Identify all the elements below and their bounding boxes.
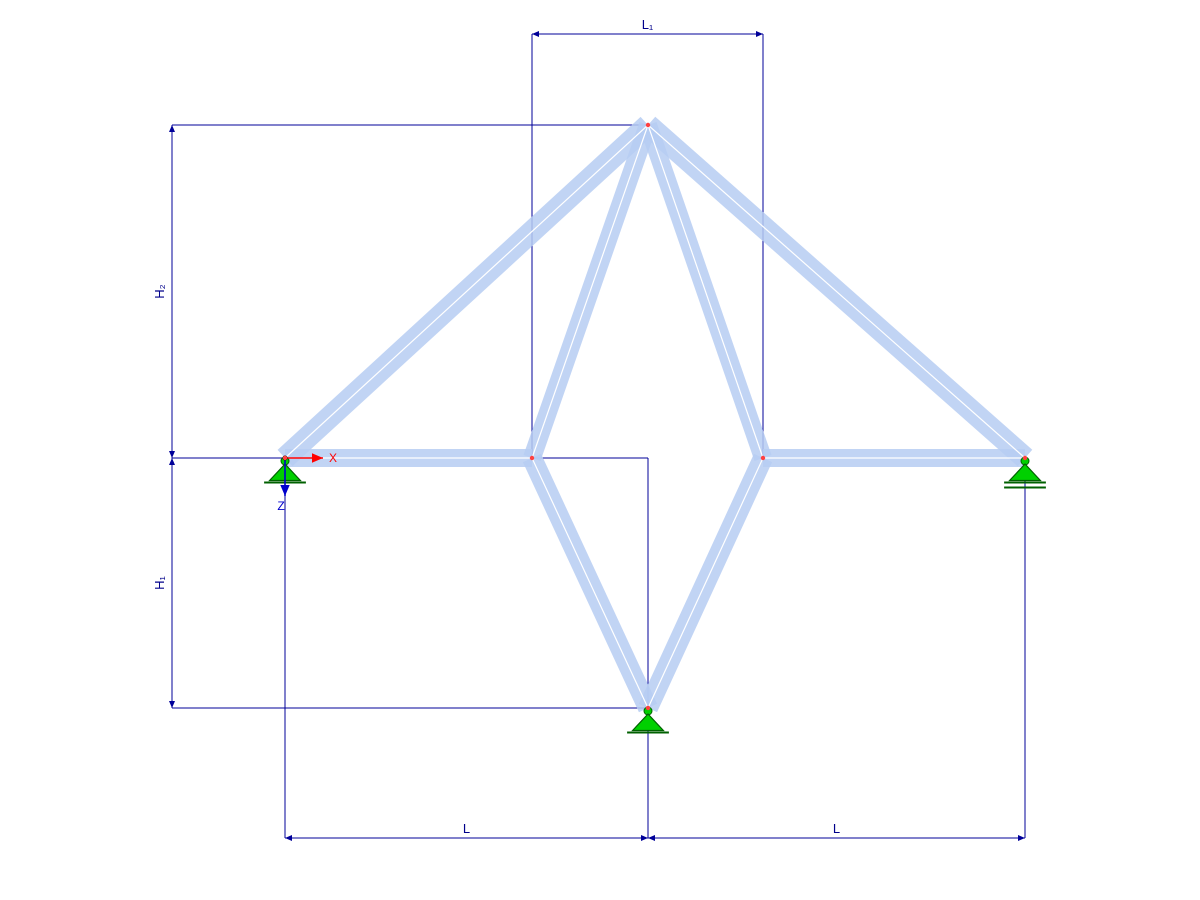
dim-L1: L₁	[532, 17, 763, 458]
node-A	[283, 456, 287, 460]
dim-label: H₂	[152, 284, 167, 298]
centerline	[648, 458, 763, 708]
dim-label: H₁	[152, 576, 167, 590]
node-C	[761, 456, 765, 460]
dim-H2: H₂	[152, 125, 648, 458]
dimension-layer: H₂ H₁ L L L₁	[152, 17, 1025, 838]
axis-x-label: X	[329, 451, 337, 465]
centerline	[532, 458, 648, 708]
node-B	[530, 456, 534, 460]
axis-z-label: Z	[277, 499, 284, 513]
members-layer	[285, 125, 1025, 708]
dim-label: L	[833, 821, 840, 836]
centerline-layer	[285, 125, 1025, 708]
dim-label: L	[463, 821, 470, 836]
dim-label: L₁	[642, 17, 654, 32]
support-Bot	[627, 707, 669, 733]
dim-L_left: L	[285, 458, 648, 838]
node-Bot	[646, 706, 650, 710]
dim-H1: H₁	[152, 458, 648, 708]
node-D	[1023, 456, 1027, 460]
nodes-layer	[283, 123, 1027, 710]
dim-L_right: L	[648, 458, 1025, 838]
node-Apex	[646, 123, 650, 127]
truss-diagram: H₂ H₁ L L L₁ X Z	[0, 0, 1200, 900]
